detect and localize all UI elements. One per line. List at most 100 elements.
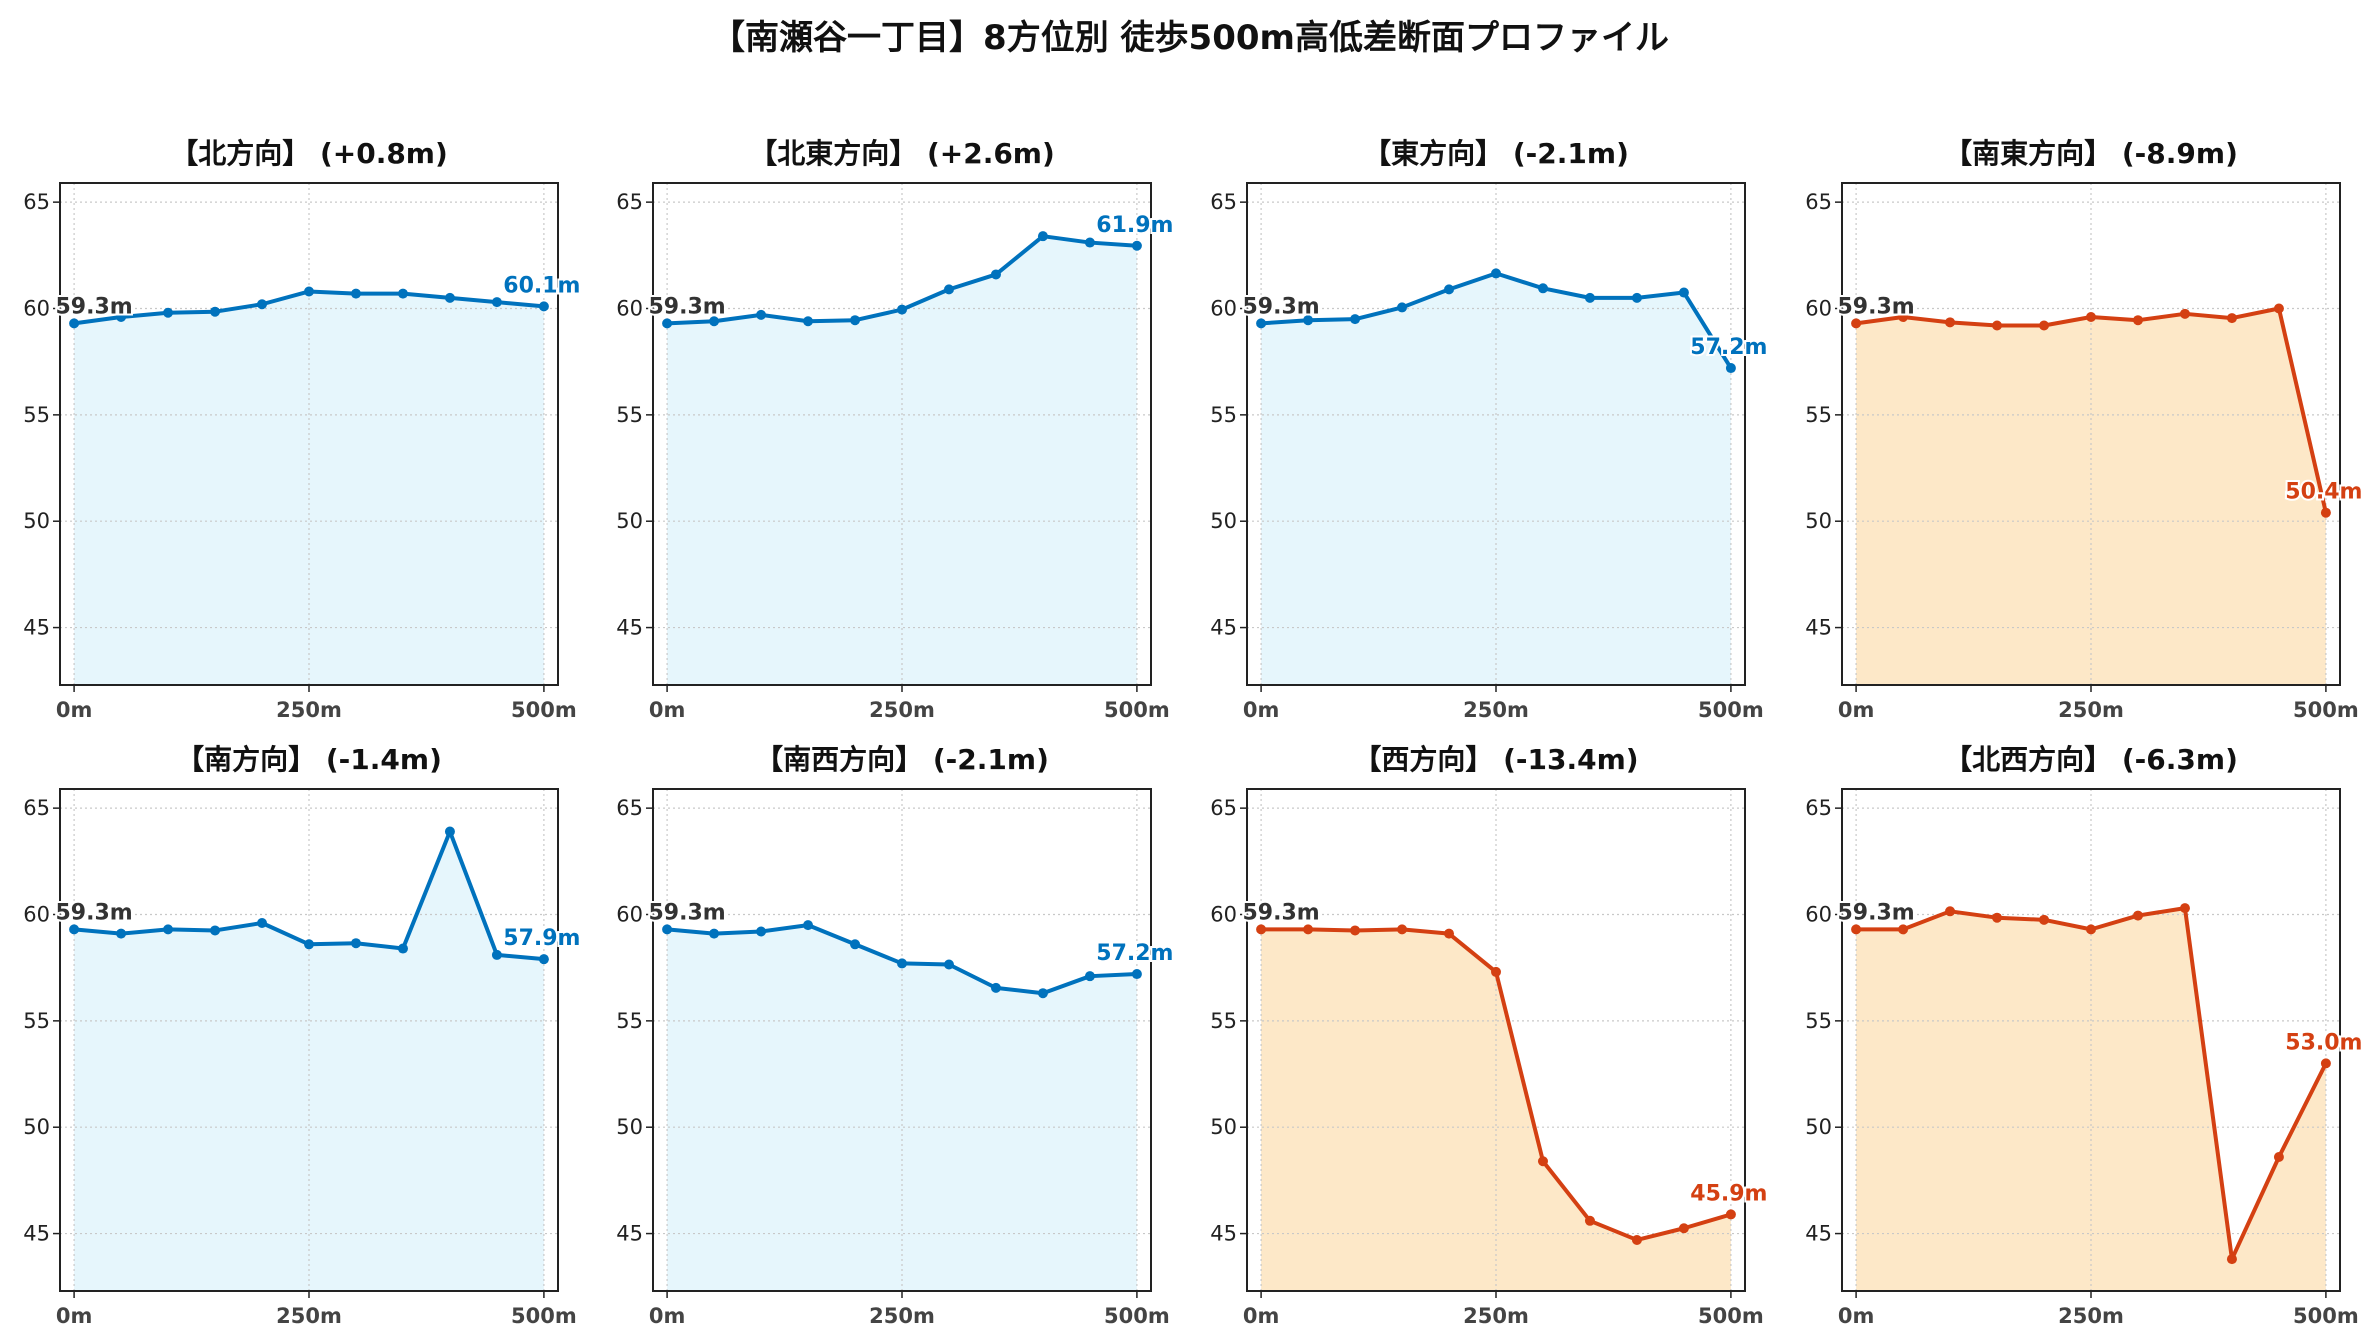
panel-title: 【西方向】 (-13.4m) bbox=[1353, 743, 1638, 776]
data-point bbox=[943, 959, 954, 970]
x-tick-label: 0m bbox=[1243, 698, 1280, 722]
area-fill bbox=[667, 236, 1137, 685]
start-value-label: 59.3m bbox=[1837, 294, 1914, 319]
data-point bbox=[803, 920, 814, 931]
area-fill bbox=[667, 925, 1137, 1291]
data-point bbox=[2132, 315, 2143, 326]
x-tick-label: 250m bbox=[2058, 1304, 2124, 1328]
data-point bbox=[803, 316, 814, 327]
data-point bbox=[350, 288, 361, 299]
data-point bbox=[1084, 971, 1095, 982]
y-tick-label: 60 bbox=[616, 297, 643, 321]
data-point bbox=[943, 284, 954, 295]
data-point bbox=[350, 938, 361, 949]
end-value-label: 57.2m bbox=[1096, 941, 1173, 966]
y-tick-label: 55 bbox=[1210, 1009, 1237, 1033]
data-point bbox=[2226, 313, 2237, 324]
y-tick-label: 65 bbox=[1210, 796, 1237, 820]
y-tick-label: 55 bbox=[1210, 403, 1237, 427]
data-point bbox=[2273, 303, 2284, 314]
x-tick-label: 250m bbox=[869, 698, 935, 722]
data-point bbox=[210, 925, 221, 936]
data-point bbox=[1678, 287, 1689, 298]
data-point bbox=[756, 309, 767, 320]
y-tick-label: 50 bbox=[1210, 1115, 1237, 1139]
y-tick-label: 50 bbox=[23, 509, 50, 533]
data-point bbox=[1084, 237, 1095, 248]
data-point bbox=[116, 928, 127, 939]
x-tick-label: 0m bbox=[56, 698, 93, 722]
y-tick-label: 55 bbox=[616, 1009, 643, 1033]
x-tick-label: 500m bbox=[1104, 1304, 1170, 1328]
data-point bbox=[897, 958, 907, 969]
y-tick-label: 45 bbox=[23, 1222, 50, 1246]
y-tick-label: 50 bbox=[23, 1115, 50, 1139]
y-tick-label: 45 bbox=[1210, 616, 1237, 640]
data-point bbox=[1851, 924, 1862, 935]
data-point bbox=[1303, 924, 1314, 935]
data-point bbox=[1992, 912, 2003, 923]
data-point bbox=[257, 299, 268, 310]
start-value-label: 59.3m bbox=[648, 900, 725, 925]
start-value-label: 59.3m bbox=[1242, 294, 1319, 319]
end-value-label: 53.0m bbox=[2285, 1030, 2362, 1055]
y-tick-label: 60 bbox=[1210, 903, 1237, 927]
data-point bbox=[69, 318, 80, 329]
y-tick-label: 60 bbox=[1805, 297, 1832, 321]
x-tick-label: 500m bbox=[2293, 698, 2359, 722]
data-point bbox=[662, 924, 673, 935]
end-value-label: 60.1m bbox=[503, 273, 580, 298]
data-point bbox=[1584, 292, 1595, 303]
start-value-label: 59.3m bbox=[1242, 900, 1319, 925]
data-point bbox=[1631, 1234, 1642, 1245]
data-point bbox=[1851, 318, 1862, 329]
chart-panel: 45 50 55 60 65 0m 250m 500m 【南西方向】 (-2.1m) 59.3m 5… bbox=[616, 743, 1175, 1328]
y-tick-label: 45 bbox=[1210, 1222, 1237, 1246]
data-point bbox=[397, 943, 408, 954]
end-value-label: 57.2m bbox=[1690, 335, 1767, 360]
data-point bbox=[1131, 969, 1142, 980]
y-tick-label: 60 bbox=[23, 297, 50, 321]
data-point bbox=[1491, 966, 1501, 977]
y-tick-label: 65 bbox=[23, 796, 50, 820]
data-point bbox=[2039, 914, 2050, 925]
data-point bbox=[444, 292, 455, 303]
y-tick-label: 55 bbox=[1805, 403, 1832, 427]
y-tick-label: 65 bbox=[1210, 190, 1237, 214]
data-point bbox=[491, 297, 502, 308]
data-point bbox=[1350, 925, 1361, 936]
data-point bbox=[2132, 910, 2143, 921]
x-tick-label: 250m bbox=[276, 1304, 342, 1328]
figure-title: 【南瀬谷一丁目】8方位別 徒歩500m高低差断面プロファイル bbox=[711, 18, 1669, 58]
x-tick-label: 250m bbox=[1463, 698, 1529, 722]
y-tick-label: 55 bbox=[1805, 1009, 1832, 1033]
data-point bbox=[850, 939, 861, 950]
data-point bbox=[163, 307, 174, 318]
data-point bbox=[1584, 1215, 1595, 1226]
end-value-label: 57.9m bbox=[503, 926, 580, 951]
data-point bbox=[662, 318, 673, 329]
data-point bbox=[1491, 268, 1501, 279]
data-point bbox=[2320, 507, 2331, 518]
data-point bbox=[1992, 320, 2003, 331]
y-tick-label: 65 bbox=[1805, 796, 1832, 820]
panel-title: 【北西方向】 (-6.3m) bbox=[1944, 743, 2238, 776]
data-point bbox=[1725, 363, 1736, 374]
chart-panel: 45 50 55 60 65 0m 250m 500m 【西方向】 (-13.4m) 59.3m 4… bbox=[1210, 743, 1769, 1328]
data-point bbox=[116, 312, 127, 323]
data-point bbox=[1397, 302, 1408, 313]
data-point bbox=[1303, 315, 1314, 326]
data-point bbox=[257, 918, 268, 929]
y-tick-label: 60 bbox=[1210, 297, 1237, 321]
data-point bbox=[1631, 292, 1642, 303]
x-tick-label: 500m bbox=[1698, 698, 1764, 722]
y-tick-label: 50 bbox=[1805, 1115, 1832, 1139]
y-tick-label: 65 bbox=[23, 190, 50, 214]
data-point bbox=[1537, 1156, 1548, 1167]
panel-title: 【南方向】 (-1.4m) bbox=[176, 743, 442, 776]
panel-title: 【南西方向】 (-2.1m) bbox=[755, 743, 1049, 776]
data-point bbox=[2086, 312, 2096, 323]
data-point bbox=[1678, 1223, 1689, 1234]
end-value-label: 61.9m bbox=[1096, 213, 1173, 238]
